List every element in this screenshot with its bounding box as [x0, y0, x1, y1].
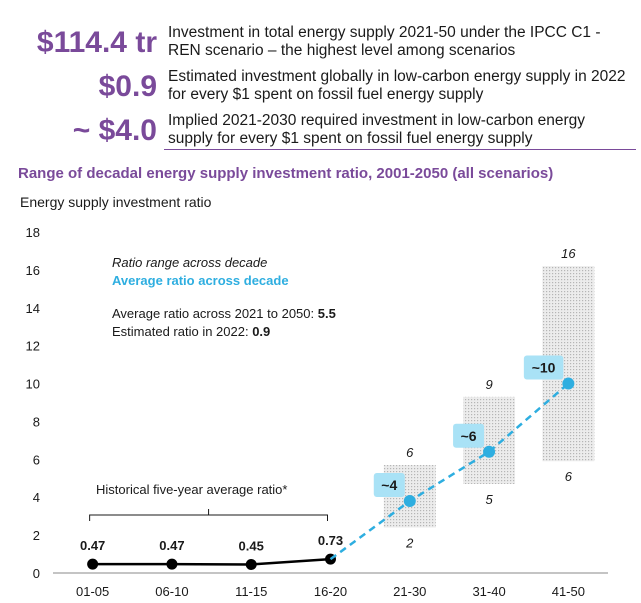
note-text: Estimated ratio in 2022: [112, 324, 253, 339]
note-ratio-2022: Estimated ratio in 2022: 0.9 [112, 324, 270, 339]
y-tick-label: 16 [26, 263, 40, 278]
range-high-label: 9 [485, 377, 492, 392]
x-tick-label: 11-15 [235, 584, 267, 599]
stat-value: $114.4 tr [36, 26, 157, 59]
historical-bracket [89, 509, 328, 521]
historical-point [87, 558, 99, 570]
note-value: 5.5 [317, 306, 336, 321]
y-tick-label: 0 [33, 566, 40, 581]
range-low-label: 6 [565, 469, 573, 484]
average-line [329, 382, 570, 561]
average-point [562, 377, 575, 390]
y-axis-label: Energy supply investment ratio [20, 194, 212, 210]
range-low-label: 2 [405, 536, 414, 551]
historical-data-label: 0.73 [318, 533, 343, 548]
average-label-box [453, 423, 485, 448]
stats-divider [164, 149, 636, 150]
y-tick-label: 4 [33, 490, 40, 505]
legend-range-label: Ratio range across decade [112, 255, 268, 270]
average-label-box [373, 473, 405, 498]
note-text: Average ratio across 2021 to 2050: [112, 306, 318, 321]
historical-series-label: Historical five-year average ratio* [96, 482, 288, 497]
historical-data-label: 0.47 [80, 538, 105, 553]
y-tick-label: 12 [26, 339, 40, 354]
historical-point [166, 558, 178, 570]
range-high-label: 6 [406, 445, 414, 460]
y-tick-label: 14 [26, 301, 40, 316]
historical-point [245, 558, 257, 570]
y-tick-label: 10 [26, 377, 40, 392]
historical-data-label: 0.45 [239, 538, 264, 553]
stat-description: Investment in total energy supply 2021-5… [168, 24, 601, 59]
range-high-label: 16 [561, 246, 576, 261]
historical-line [92, 557, 331, 566]
x-tick-label: 31-40 [472, 584, 505, 599]
range-low-label: 5 [485, 492, 493, 507]
legend: Ratio range across decade Average ratio … [112, 254, 289, 290]
stat-value: $0.9 [98, 70, 157, 103]
x-tick-label: 41-50 [552, 584, 585, 599]
y-tick-label: 8 [33, 414, 40, 429]
average-point [483, 445, 496, 458]
note-value: 0.9 [252, 324, 271, 339]
y-tick-label: 18 [26, 225, 40, 240]
average-label-box [523, 355, 564, 380]
x-tick-label: 06-10 [155, 584, 188, 599]
average-data-label: ~4 [381, 477, 397, 493]
stat-value: ~ $4.0 [72, 114, 157, 147]
average-point [403, 495, 416, 508]
historical-data-label: 0.47 [159, 538, 184, 553]
x-tick-label: 01-05 [76, 584, 109, 599]
average-data-label: ~6 [461, 428, 477, 444]
chart-title: Range of decadal energy supply investmen… [18, 165, 554, 182]
legend-average-label: Average ratio across decade [112, 273, 289, 288]
average-data-label: ~10 [532, 360, 556, 376]
stat-description: Implied 2021-2030 required investment in… [168, 112, 586, 147]
x-tick-label: 16-20 [314, 584, 347, 599]
key-stats-panel: $114.4 tr Investment in total energy sup… [0, 0, 641, 150]
y-tick-label: 2 [33, 528, 40, 543]
stat-description: Estimated investment globally in low-car… [168, 68, 626, 103]
note-average-2021-2050: Average ratio across 2021 to 2050: 5.5 [112, 306, 336, 321]
x-tick-label: 21-30 [393, 584, 426, 599]
y-tick-label: 6 [33, 452, 40, 467]
